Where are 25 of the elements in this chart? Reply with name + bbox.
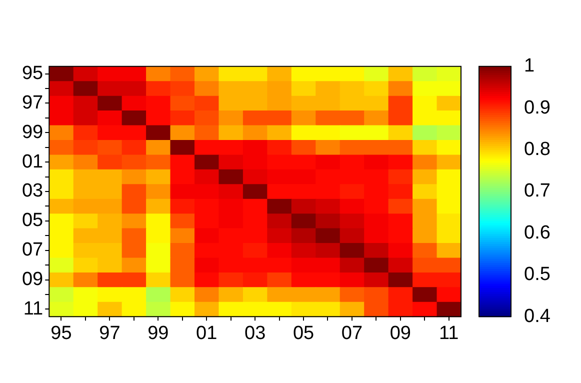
x-tick-label: 11 xyxy=(439,323,459,344)
x-tick-label: 09 xyxy=(390,323,411,344)
x-tick-label: 07 xyxy=(341,323,363,344)
y-tick-label: 11 xyxy=(23,298,44,320)
x-tick-label: 05 xyxy=(292,323,314,344)
color-bar-label: 0.4 xyxy=(524,306,551,327)
x-tick-label: 03 xyxy=(244,323,266,344)
x-tick-label: 95 xyxy=(50,323,72,344)
color-bar-label: 0.7 xyxy=(524,180,550,202)
color-bar-label: 0.6 xyxy=(524,222,550,244)
y-tick-label: 97 xyxy=(22,92,44,114)
y-tick-label: 09 xyxy=(22,269,44,290)
y-tick-label: 01 xyxy=(22,151,44,172)
x-tick-label: 97 xyxy=(99,323,120,344)
y-tick-label: 03 xyxy=(22,180,44,202)
color-bar-label: 1 xyxy=(524,56,535,77)
color-bar-label: 0.5 xyxy=(524,264,550,286)
x-tick-label: 99 xyxy=(148,323,169,344)
y-tick-label: 05 xyxy=(22,210,44,232)
color-bar-label: 0.9 xyxy=(524,97,550,118)
y-tick-label: 99 xyxy=(22,122,44,143)
y-tick-label: 07 xyxy=(22,240,44,261)
color-bar-label: 0.8 xyxy=(524,139,550,160)
y-tick-label: 95 xyxy=(22,62,44,84)
x-tick-label: 01 xyxy=(196,323,218,344)
